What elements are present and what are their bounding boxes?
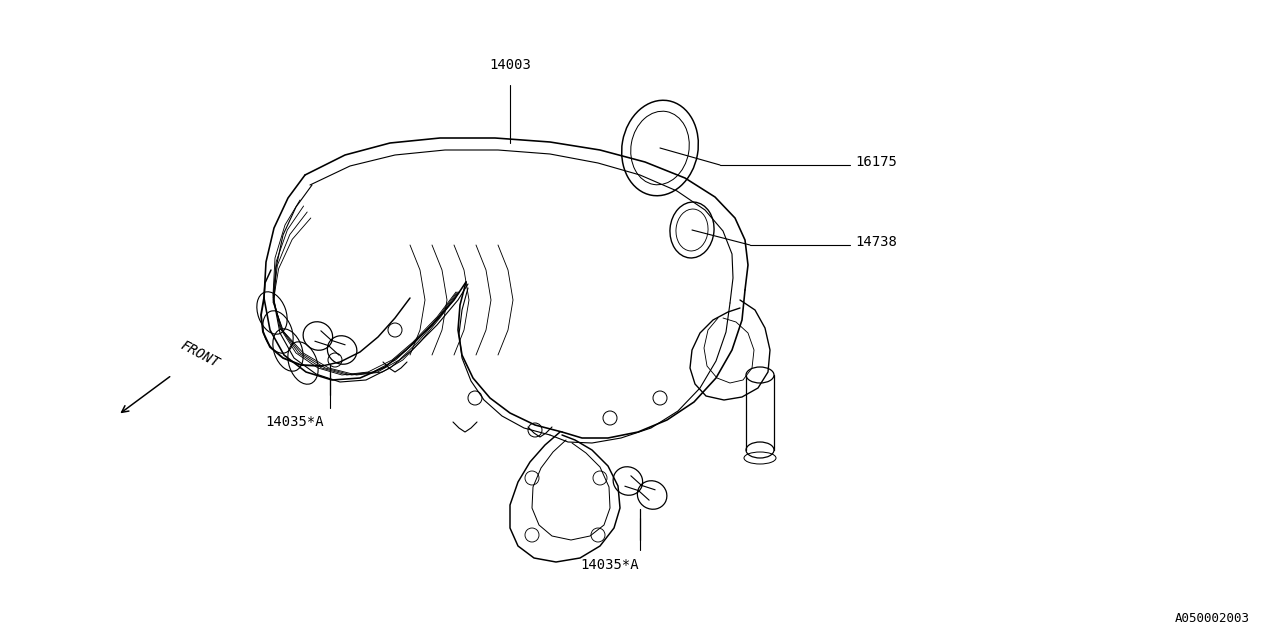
Text: A050002003: A050002003: [1175, 612, 1251, 625]
Text: 14003: 14003: [489, 58, 531, 72]
Text: 14035*A: 14035*A: [581, 558, 639, 572]
Text: 16175: 16175: [855, 155, 897, 169]
Text: FRONT: FRONT: [178, 338, 221, 370]
Text: 14738: 14738: [855, 235, 897, 249]
Text: 14035*A: 14035*A: [266, 415, 324, 429]
